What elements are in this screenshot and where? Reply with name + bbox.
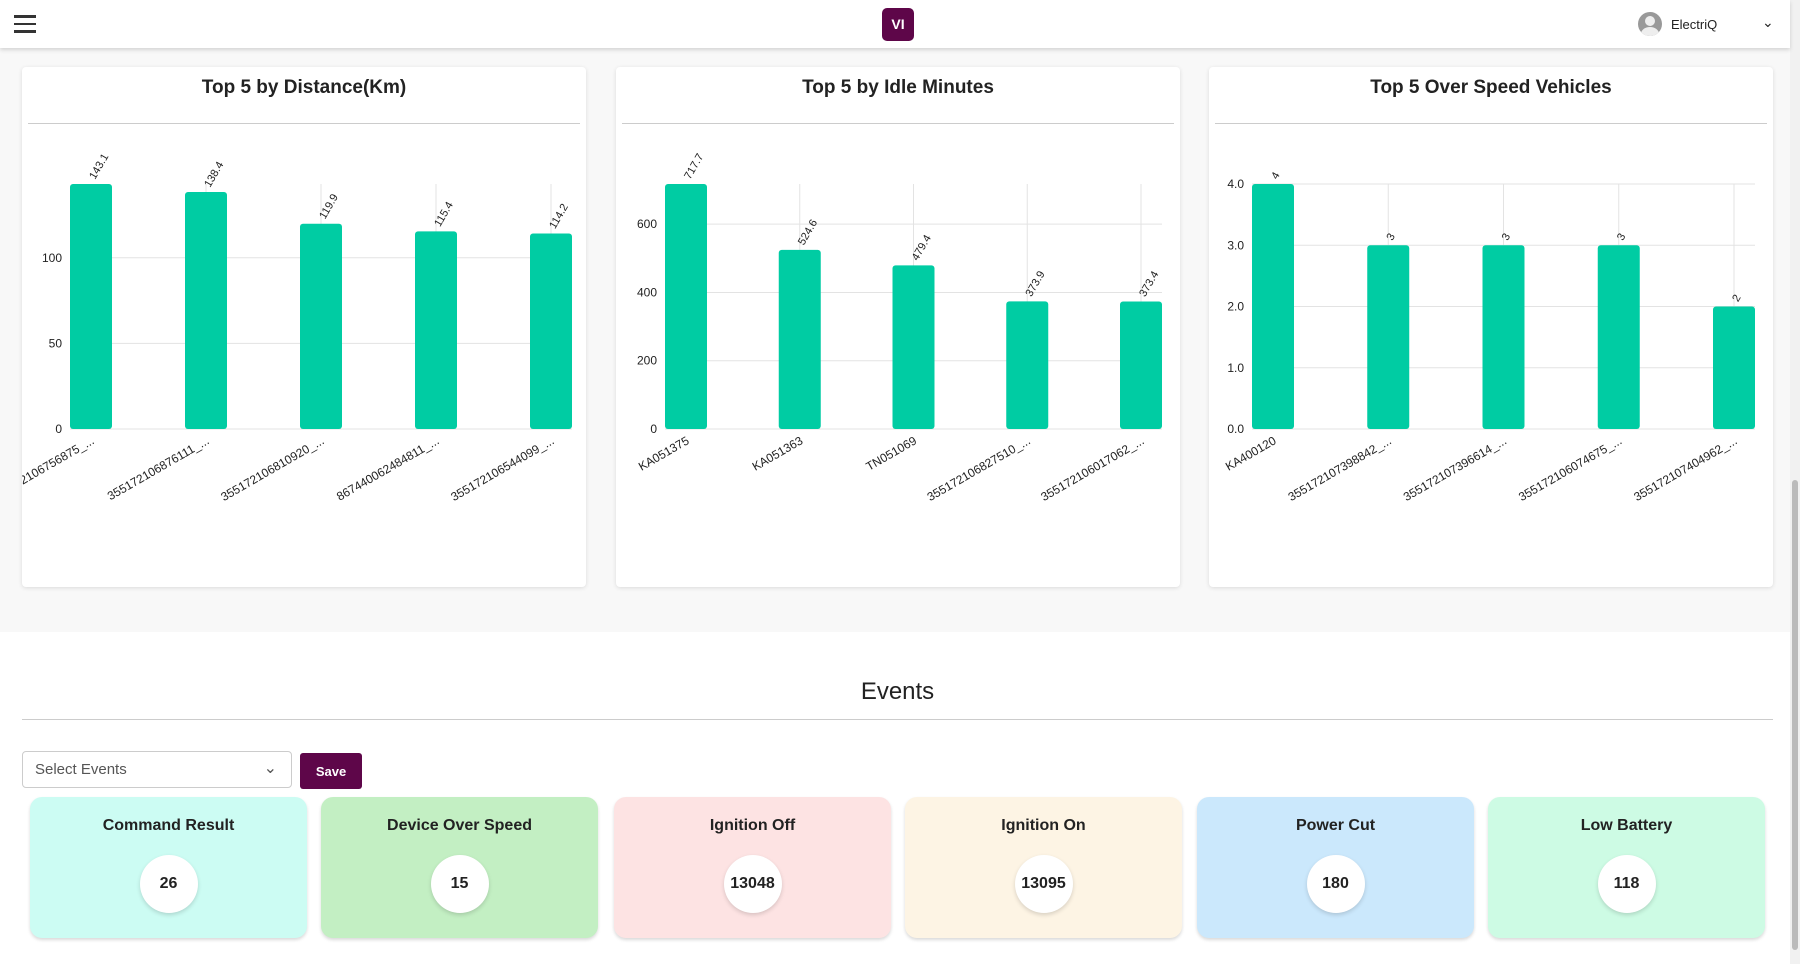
y-tick-label: 100 bbox=[42, 251, 62, 265]
event-count: 13048 bbox=[723, 855, 782, 913]
bar-chart: 0.0 1.0 2.0 3.0 4.0 4 KA400120 3 355172107398842… bbox=[1223, 170, 1755, 504]
bar bbox=[1597, 245, 1640, 429]
scrollbar[interactable] bbox=[1790, 0, 1800, 964]
x-tick-label: 355172106876111_... bbox=[105, 433, 212, 503]
x-tick-label: TN051069 bbox=[863, 433, 919, 473]
bar bbox=[665, 184, 707, 429]
y-tick-label: 400 bbox=[637, 285, 657, 299]
x-tick-label: 355172106544099_... bbox=[448, 433, 556, 504]
menu-icon[interactable] bbox=[14, 15, 36, 33]
event-card[interactable]: Power Cut 180 bbox=[1197, 797, 1474, 938]
data-label: 138.4 bbox=[202, 160, 226, 190]
event-card[interactable]: Low Battery 118 bbox=[1488, 797, 1765, 938]
x-tick-label: 355172107404962_... bbox=[1631, 433, 1739, 504]
data-label: 717.7 bbox=[682, 152, 706, 182]
data-label: 2 bbox=[1730, 293, 1743, 304]
avatar-icon bbox=[1638, 12, 1662, 36]
x-tick-label: 355172106827510_... bbox=[925, 433, 1033, 504]
bar bbox=[892, 265, 935, 429]
data-label: 3 bbox=[1384, 231, 1397, 242]
x-tick-label: KA400120 bbox=[1223, 433, 1279, 473]
bar-chart: 0 50 100 143.1 355172106756875_... 138.4 35517… bbox=[22, 152, 572, 504]
event-count: 15 bbox=[430, 855, 489, 913]
divider bbox=[1215, 123, 1767, 124]
y-tick-label: 0 bbox=[650, 422, 657, 436]
bar bbox=[1252, 184, 1294, 429]
y-tick-label: 2.0 bbox=[1227, 300, 1244, 314]
bar bbox=[1120, 301, 1162, 429]
top-bar: VI ElectriQ ⌄ bbox=[0, 0, 1790, 48]
user-menu[interactable]: ElectriQ bbox=[1638, 12, 1717, 36]
divider bbox=[28, 123, 580, 124]
event-label: Ignition On bbox=[1001, 817, 1086, 834]
y-tick-label: 1.0 bbox=[1227, 361, 1244, 375]
y-tick-label: 50 bbox=[49, 336, 63, 350]
data-label: 4 bbox=[1269, 170, 1282, 181]
bar bbox=[1006, 301, 1049, 429]
x-tick-label: 355172106017062_... bbox=[1038, 433, 1146, 504]
bar bbox=[1367, 245, 1410, 429]
x-tick-label: 355172106756875_... bbox=[22, 433, 97, 504]
select-placeholder: Select Events bbox=[35, 761, 127, 778]
bar bbox=[415, 231, 457, 429]
event-card[interactable]: Ignition Off 13048 bbox=[614, 797, 891, 938]
event-card[interactable]: Command Result 26 bbox=[30, 797, 307, 938]
event-card[interactable]: Ignition On 13095 bbox=[905, 797, 1182, 938]
events-title: Events bbox=[860, 678, 935, 705]
event-count: 180 bbox=[1306, 855, 1365, 913]
chart-title: Top 5 Over Speed Vehicles bbox=[1370, 77, 1612, 98]
event-card[interactable]: Device Over Speed 15 bbox=[321, 797, 598, 938]
bar-chart: 0200400600717.7KA051375524.6KA051363479.… bbox=[636, 152, 1162, 504]
x-tick-label: 355172107398842_... bbox=[1286, 433, 1394, 504]
divider bbox=[22, 719, 1773, 720]
chart-card-overspeed: Top 5 Over Speed Vehicles 0.0 1.0 2.0 3.0 4.… bbox=[1209, 67, 1773, 587]
x-tick-label: 355172106074675_... bbox=[1516, 433, 1624, 504]
scrollbar-thumb[interactable] bbox=[1792, 480, 1798, 950]
bar bbox=[530, 233, 572, 429]
bar bbox=[778, 249, 821, 429]
event-label: Ignition Off bbox=[709, 817, 796, 834]
save-button[interactable]: Save bbox=[300, 753, 362, 789]
x-tick-label: KA051363 bbox=[750, 433, 806, 473]
bar bbox=[70, 184, 112, 429]
data-label: 3 bbox=[1500, 231, 1513, 242]
y-tick-label: 0.0 bbox=[1227, 422, 1244, 436]
event-count: 13095 bbox=[1014, 855, 1073, 913]
y-tick-label: 0 bbox=[55, 422, 62, 436]
y-tick-label: 3.0 bbox=[1227, 238, 1244, 252]
y-tick-label: 4.0 bbox=[1227, 177, 1244, 191]
event-count: 26 bbox=[139, 855, 198, 913]
data-label: 143.1 bbox=[87, 152, 111, 182]
event-label: Command Result bbox=[102, 817, 235, 834]
bar bbox=[1482, 245, 1525, 429]
chart-card-idle: Top 5 by Idle Minutes 0 200 400 600 717.7 KA0… bbox=[616, 67, 1180, 587]
x-tick-label: 355172106810920_... bbox=[218, 433, 326, 504]
data-label: 3 bbox=[1615, 231, 1628, 242]
event-label: Low Battery bbox=[1580, 817, 1673, 834]
brand-logo[interactable]: VI bbox=[882, 8, 914, 41]
x-tick-label: KA051375 bbox=[636, 433, 692, 473]
bar bbox=[1713, 306, 1755, 429]
event-label: Device Over Speed bbox=[387, 817, 532, 834]
divider bbox=[622, 123, 1174, 124]
chart-title: Top 5 by Idle Minutes bbox=[802, 77, 994, 98]
chevron-down-icon: ⌄ bbox=[263, 760, 277, 777]
chevron-down-icon[interactable]: ⌄ bbox=[1762, 14, 1774, 30]
chart-title: Top 5 by Distance(Km) bbox=[201, 77, 407, 98]
select-events-dropdown[interactable]: Select Events ⌄ bbox=[22, 751, 292, 788]
y-tick-label: 200 bbox=[637, 354, 657, 368]
event-count: 118 bbox=[1597, 855, 1656, 913]
x-tick-label: 355172107396614_... bbox=[1401, 433, 1509, 504]
chart-card-distance: Top 5 by Distance(Km) 0 50 100 143.1 3551721… bbox=[22, 67, 586, 587]
user-name: ElectriQ bbox=[1671, 16, 1718, 32]
x-tick-label: 867440062484811_... bbox=[334, 433, 441, 503]
event-label: Power Cut bbox=[1295, 817, 1376, 834]
bar bbox=[185, 192, 227, 429]
y-tick-label: 600 bbox=[637, 217, 657, 231]
bar bbox=[300, 223, 342, 429]
